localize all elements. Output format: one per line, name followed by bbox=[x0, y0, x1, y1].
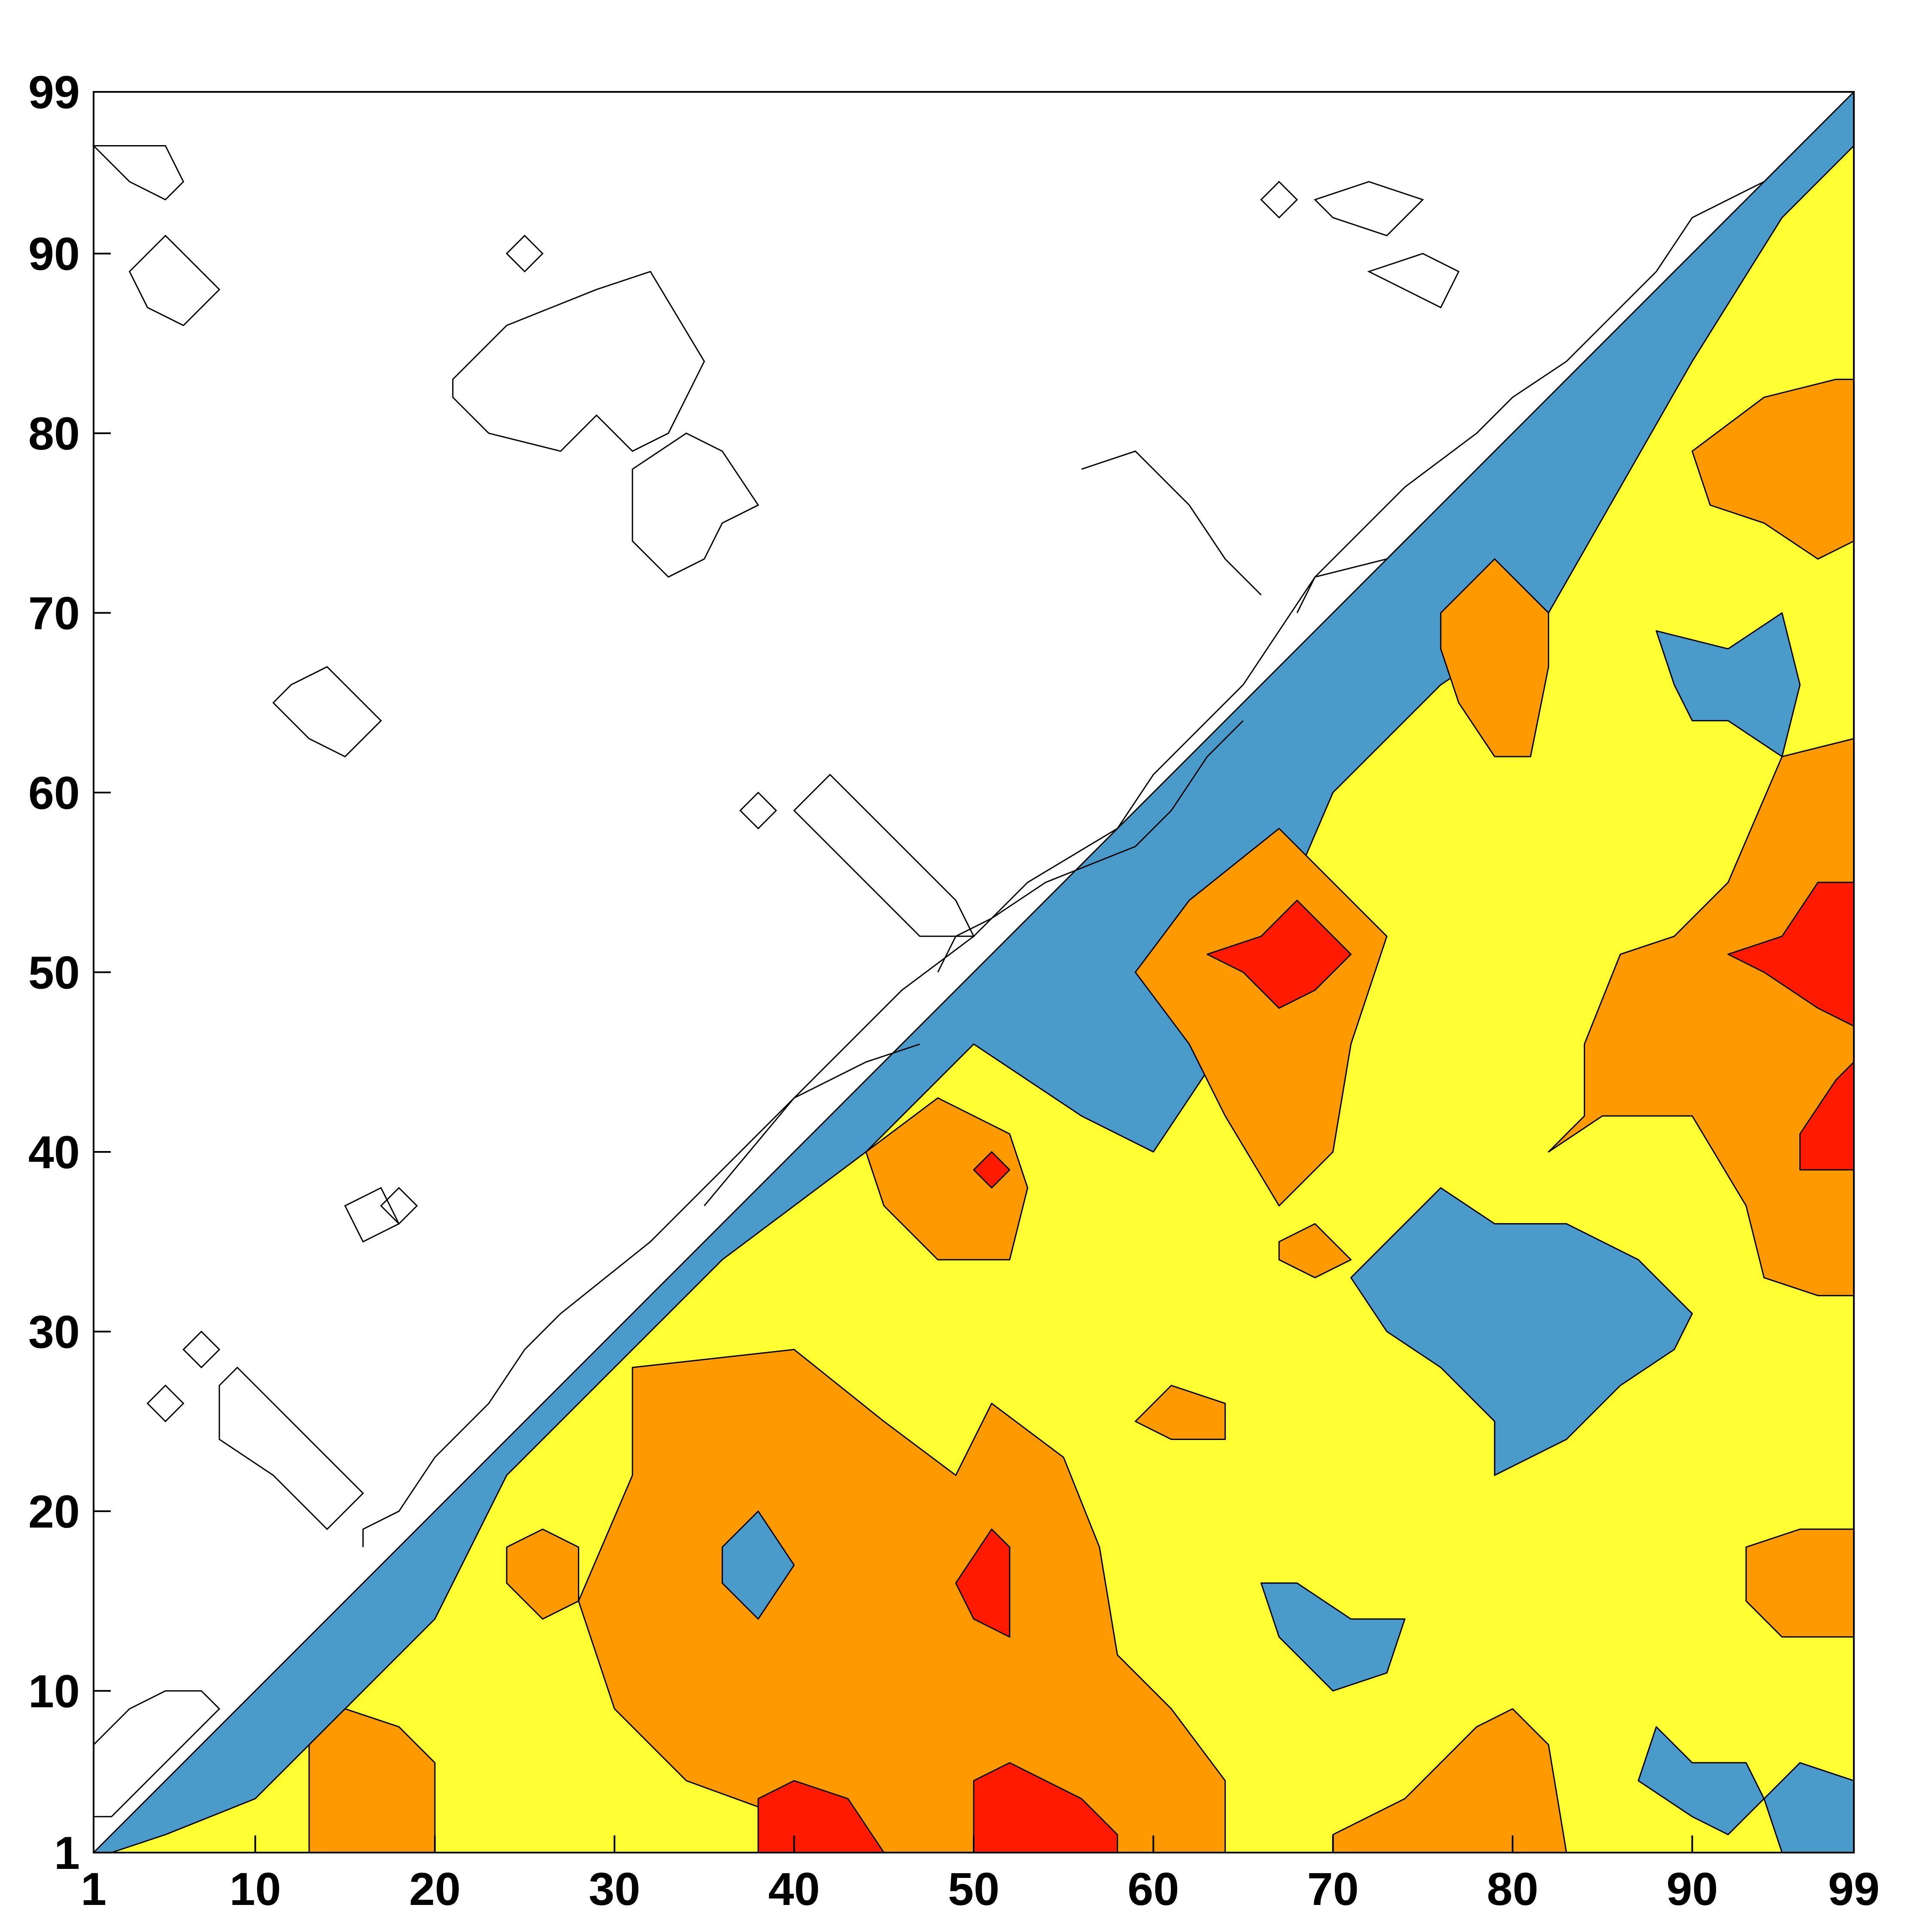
contour-region-blue-24 bbox=[1656, 612, 1801, 757]
contour-region-blue-22 bbox=[1637, 1726, 1765, 1835]
contour-outline-2 bbox=[272, 666, 382, 758]
contour-outline-14 bbox=[182, 1331, 221, 1369]
contour-outline-8 bbox=[1260, 181, 1298, 219]
contour-line-1 bbox=[362, 181, 1765, 1547]
contour-region-orange-3 bbox=[578, 1349, 1226, 1853]
contour-outline-3 bbox=[506, 234, 544, 273]
x-tick-label: 10 bbox=[229, 1863, 281, 1915]
x-tick-label: 60 bbox=[1127, 1863, 1179, 1915]
plot-layer bbox=[92, 91, 1855, 1853]
contour-outline-9 bbox=[1314, 181, 1424, 237]
x-tick-label: 70 bbox=[1307, 1863, 1359, 1915]
contour-region-blue-25 bbox=[721, 1510, 795, 1620]
contour-region-orange-10 bbox=[1745, 1528, 1855, 1638]
diagonal-line bbox=[93, 91, 1855, 1853]
y-tick-label: 60 bbox=[28, 767, 80, 819]
contour-region-blue-21 bbox=[1260, 1582, 1406, 1692]
contour-outline-6 bbox=[739, 791, 777, 829]
y-tick-label: 70 bbox=[28, 587, 80, 639]
x-tick-label: 30 bbox=[589, 1863, 640, 1915]
contour-outline-1 bbox=[128, 234, 221, 326]
contour-region-red-13 bbox=[757, 1780, 885, 1853]
contour-region-orange-5 bbox=[1135, 828, 1388, 1206]
y-tick-label: 80 bbox=[28, 407, 80, 459]
contour-line-0 bbox=[93, 1690, 221, 1817]
contour-line-3 bbox=[937, 720, 1244, 973]
contour-line-4 bbox=[1081, 450, 1262, 595]
contour-outline-12 bbox=[380, 1187, 418, 1225]
contour-region-red-17 bbox=[1206, 899, 1352, 1009]
contour-outline-7 bbox=[793, 774, 975, 937]
y-tick-label: 50 bbox=[28, 947, 80, 999]
contour-outline-10 bbox=[1367, 252, 1460, 309]
contour-outline-13 bbox=[146, 1384, 185, 1422]
x-tick-label: 90 bbox=[1666, 1863, 1718, 1915]
x-tick-label: 20 bbox=[409, 1863, 461, 1915]
contour-region-red-16 bbox=[973, 1151, 1011, 1189]
contour-region-orange-11 bbox=[1135, 1385, 1226, 1440]
contour-line-5 bbox=[1296, 522, 1423, 614]
contour-region-orange-4 bbox=[865, 1097, 1028, 1261]
contour-outline-5 bbox=[632, 432, 759, 578]
contour-region-orange-12 bbox=[1278, 1223, 1352, 1279]
y-tick-label: 20 bbox=[28, 1485, 80, 1537]
contour-outline-15 bbox=[219, 1366, 364, 1530]
contour-line-2 bbox=[704, 1043, 920, 1206]
x-tick-label: 99 bbox=[1828, 1863, 1880, 1915]
y-tick-label: 10 bbox=[28, 1665, 80, 1717]
y-tick-label: 90 bbox=[28, 228, 80, 280]
y-tick-label: 30 bbox=[28, 1306, 80, 1358]
contour-region-yellow-0 bbox=[111, 145, 1855, 1853]
x-tick-label: 40 bbox=[769, 1863, 820, 1915]
contour-region-blue-20 bbox=[1350, 1187, 1693, 1476]
contour-region-red-15 bbox=[955, 1528, 1011, 1638]
y-tick-label: 1 bbox=[54, 1827, 80, 1879]
x-tick-label: 50 bbox=[948, 1863, 999, 1915]
x-tick-label: 80 bbox=[1487, 1863, 1538, 1915]
x-tick-label: 1 bbox=[81, 1863, 106, 1915]
contour-outline-4 bbox=[452, 270, 705, 452]
axis-layer: 1 10 20 30 40 50 60 70 80 90 99 1 10 20 30 40 50 60 70 80 90… bbox=[28, 66, 1880, 1915]
y-tick-label: 40 bbox=[28, 1126, 80, 1178]
contour-region-orange-6 bbox=[1440, 558, 1549, 757]
y-tick-label: 99 bbox=[28, 66, 80, 118]
